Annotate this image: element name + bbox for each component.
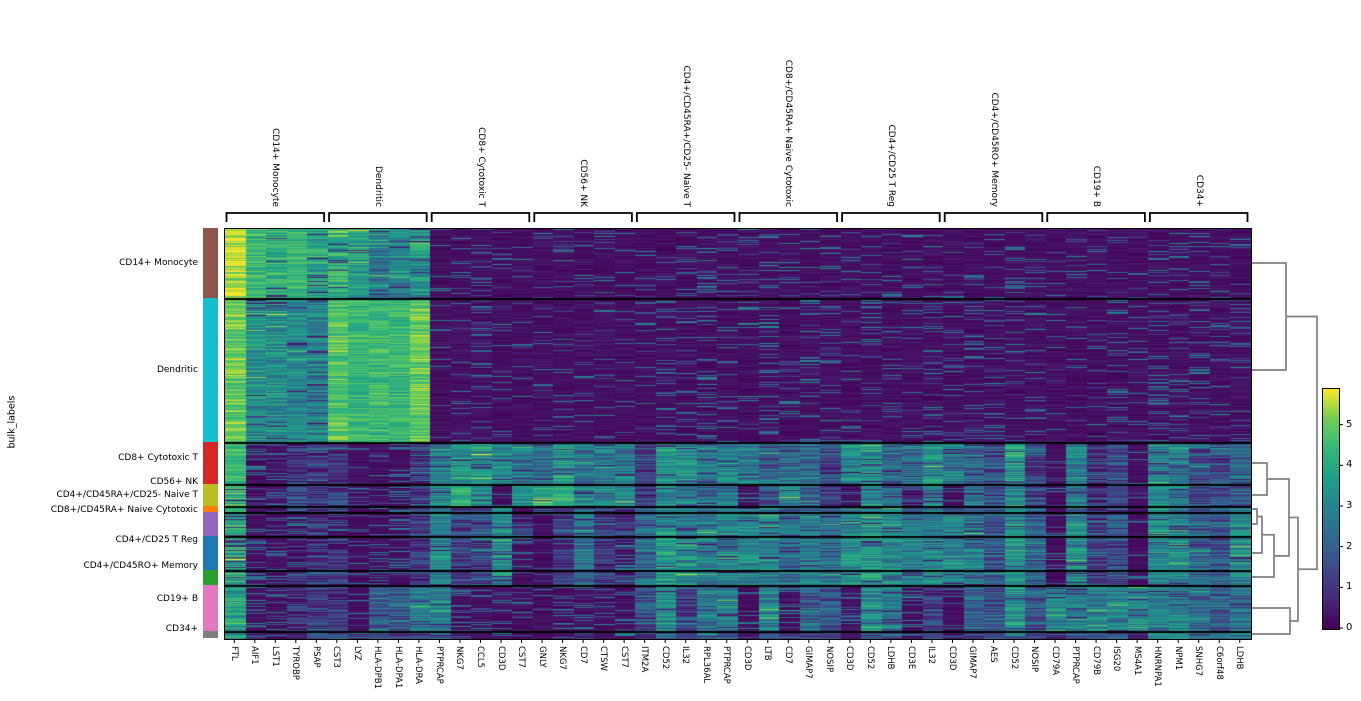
colorbar-tick-label: 0 [1346,622,1353,633]
column-group-bracket [533,212,633,222]
row-category-swatch [203,484,218,506]
row-category-swatch [203,506,218,512]
column-group-bracket [430,212,531,222]
row-category-swatch [203,631,218,638]
column-group-bracket [328,212,428,222]
dendrogram-link [1252,462,1268,496]
row-category-swatch [203,585,218,631]
row-label: CD56+ NK [150,477,198,487]
row-category-swatch [203,536,218,570]
row-label: CD8+/CD45RA+ Naive Cytotoxic [50,505,198,515]
colorbar-tick-label: 1 [1346,581,1353,593]
row-label: CD8+ Cytotoxic T [118,453,198,463]
colorbar-tick-label: 5 [1346,418,1353,430]
colorbar-tick-label: 2 [1346,540,1353,552]
dendrogram-link [1252,262,1287,371]
row-category-swatch [203,228,218,298]
dendrogram-link [1286,315,1318,571]
column-group-bracket [738,212,838,222]
heatmap-canvas [224,228,1252,640]
row-category-swatch [203,442,218,484]
row-category-swatch [203,570,218,585]
column-group-bracket [943,212,1044,222]
colorbar-tick-label: 3 [1346,499,1353,511]
colorbar-tick-label: 4 [1346,459,1353,471]
dendrogram-link [1252,533,1275,578]
column-group-bracket [1046,212,1146,222]
dendrogram-link [1267,478,1290,557]
column-group-bracket [841,212,941,222]
row-label: CD4+/CD45RA+/CD25- Naive T [56,490,198,500]
dendrogram-link [1252,508,1258,525]
row-label: CD4+/CD25 T Reg [115,535,199,545]
row-category-swatch [203,298,218,442]
row-category-swatch [203,512,218,536]
column-group-bracket [1149,212,1249,222]
row-label: CD34+ [165,624,198,634]
row-label: CD19+ B [156,594,198,604]
row-label: Dendritic [156,365,198,375]
colorbar [1322,388,1340,630]
column-group-bracket [636,212,736,222]
column-group-bracket [225,212,325,222]
row-label: CD4+/CD45RO+ Memory [83,561,198,571]
dendrogram-link [1289,516,1299,622]
dendrogram-link [1252,607,1291,635]
row-label: CD14+ Monocyte [119,258,198,268]
